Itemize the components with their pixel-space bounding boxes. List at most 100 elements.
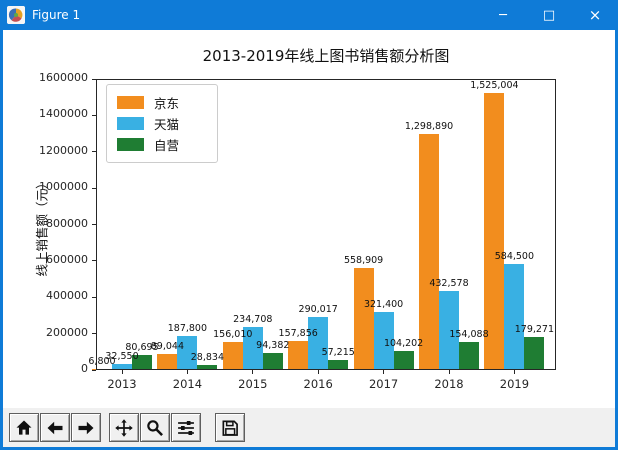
bar-value-label: 28,834 [190,352,225,363]
x-tick-label: 2014 [172,377,203,391]
plot-area [96,79,556,370]
legend-item: 天猫 [117,113,207,134]
bar-天猫-2013 [112,364,132,370]
bar-自营-2015 [262,353,283,370]
bar-value-label: 89,044 [150,341,185,352]
bar-京东-2014 [157,354,178,370]
bar-天猫-2014 [177,336,198,370]
bar-value-label: 187,800 [167,323,208,334]
bar-京东-2017 [353,268,374,370]
bar-天猫-2018 [439,291,459,370]
window-titlebar[interactable]: Figure 1 ─ □ × [0,0,618,30]
bar-天猫-2019 [504,264,525,370]
bar-value-label: 234,708 [233,314,273,325]
legend-item: 京东 [117,92,207,113]
legend-label: 天猫 [154,117,180,132]
y-tick-label: 1000000 [39,180,88,194]
y-tick-mark [92,260,96,262]
floppy-save-icon [222,420,238,436]
close-icon: × [588,5,602,24]
y-tick-label: 600000 [46,252,88,266]
legend-swatch-icon [117,138,144,151]
y-tick-label: 1400000 [39,107,88,121]
bar-value-label: 154,088 [449,329,489,340]
x-tick-mark [252,370,254,374]
x-tick-label: 2019 [499,377,530,391]
bar-自营-2018 [459,342,479,370]
legend-label: 京东 [154,96,180,111]
home-button[interactable] [9,413,39,442]
y-tick-label: 1200000 [39,143,88,157]
y-tick-mark [92,114,96,116]
pan-move-icon [115,418,133,437]
y-tick-mark [92,187,96,189]
bar-value-label: 80,695 [125,342,159,353]
home-icon [16,420,32,435]
bar-value-label: 179,271 [514,324,555,335]
x-tick-mark [513,370,515,374]
arrow-right-icon [78,421,94,434]
bar-value-label: 1,298,890 [404,121,454,132]
bar-value-label: 1,525,004 [470,80,519,91]
y-tick-mark [92,151,96,153]
bar-自营-2019 [524,337,545,370]
bar-天猫-2016 [308,317,329,370]
legend-swatch-icon [117,96,144,109]
bar-value-label: 432,578 [429,278,469,289]
bar-value-label: 558,909 [343,255,384,266]
bar-value-label: 6,800 [88,356,116,367]
bar-天猫-2017 [373,312,394,370]
legend: 京东 天猫 自营 [106,84,218,163]
x-tick-label: 2018 [434,377,464,391]
x-tick-mark [448,370,450,374]
arrow-left-icon [47,421,63,434]
x-tick-label: 2017 [368,377,399,391]
legend-label: 自营 [154,138,180,153]
toolbar-separator [102,427,109,428]
y-tick-mark [92,224,96,225]
bar-value-label: 321,400 [363,299,404,310]
y-tick-label: 800000 [46,216,88,230]
x-tick-mark [383,370,385,374]
maximize-button[interactable]: □ [526,0,572,30]
bar-value-label: 290,017 [298,304,338,315]
bar-自营-2016 [328,360,349,370]
y-tick-label: 400000 [46,289,88,303]
bar-value-label: 157,856 [278,328,318,339]
bar-自营-2014 [197,365,218,370]
y-tick-mark [92,369,96,371]
zoom-button[interactable] [140,413,170,442]
save-button[interactable] [215,413,245,442]
y-tick-mark [92,78,96,80]
x-tick-label: 2013 [107,377,137,391]
bar-自营-2017 [393,351,414,370]
window-title: Figure 1 [32,8,81,22]
bar-value-label: 584,500 [494,251,535,262]
legend-item: 自营 [117,134,207,155]
pan-button[interactable] [109,413,139,442]
maximize-icon: □ [542,7,556,23]
minimize-button[interactable]: ─ [480,0,526,30]
bar-京东-2019 [484,93,505,370]
magnifier-icon [147,419,163,436]
navigation-toolbar [3,408,615,447]
y-tick-mark [92,333,96,335]
x-tick-mark [121,370,123,374]
bar-value-label: 104,202 [383,338,424,349]
toolbar-separator [202,427,215,428]
bar-京东-2015 [222,342,243,370]
bar-value-label: 156,010 [213,329,253,340]
bar-自营-2013 [132,355,152,370]
bar-天猫-2015 [242,327,263,370]
back-button[interactable] [40,413,70,442]
chart-title: 2013-2019年线上图书销售额分析图 [202,47,450,65]
bar-value-label: 94,382 [256,340,290,351]
forward-button[interactable] [71,413,101,442]
x-tick-label: 2016 [303,377,333,391]
configure-subplots-button[interactable] [171,413,201,442]
close-button[interactable]: × [572,0,618,30]
bar-value-label: 32,550 [105,351,139,362]
bar-value-label: 57,215 [321,347,355,358]
matplotlib-app-icon [7,6,25,24]
y-tick-label: 200000 [46,325,88,339]
